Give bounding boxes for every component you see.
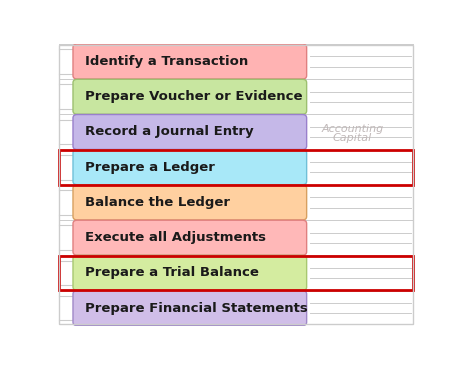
FancyBboxPatch shape xyxy=(73,255,307,290)
Text: Execute all Adjustments: Execute all Adjustments xyxy=(85,231,266,244)
Text: Prepare Voucher or Evidence: Prepare Voucher or Evidence xyxy=(85,90,302,103)
Text: Prepare a Ledger: Prepare a Ledger xyxy=(85,161,215,174)
Text: Record a Journal Entry: Record a Journal Entry xyxy=(85,126,254,138)
FancyBboxPatch shape xyxy=(59,220,413,255)
FancyBboxPatch shape xyxy=(59,79,413,114)
Text: Prepare Financial Statements: Prepare Financial Statements xyxy=(85,302,308,315)
FancyBboxPatch shape xyxy=(73,150,307,185)
FancyBboxPatch shape xyxy=(73,220,307,255)
Text: Balance the Ledger: Balance the Ledger xyxy=(85,196,230,209)
FancyBboxPatch shape xyxy=(59,44,413,79)
FancyBboxPatch shape xyxy=(59,255,413,291)
FancyBboxPatch shape xyxy=(73,185,307,220)
FancyBboxPatch shape xyxy=(59,150,413,185)
Text: Accounting: Accounting xyxy=(321,124,384,134)
FancyBboxPatch shape xyxy=(59,291,413,326)
FancyBboxPatch shape xyxy=(73,291,307,326)
Text: Capital: Capital xyxy=(333,133,372,143)
FancyBboxPatch shape xyxy=(73,115,307,149)
FancyBboxPatch shape xyxy=(59,114,413,150)
FancyBboxPatch shape xyxy=(59,185,413,220)
Text: Identify a Transaction: Identify a Transaction xyxy=(85,55,248,68)
Text: Prepare a Trial Balance: Prepare a Trial Balance xyxy=(85,266,259,279)
FancyBboxPatch shape xyxy=(73,79,307,114)
FancyBboxPatch shape xyxy=(73,44,307,79)
